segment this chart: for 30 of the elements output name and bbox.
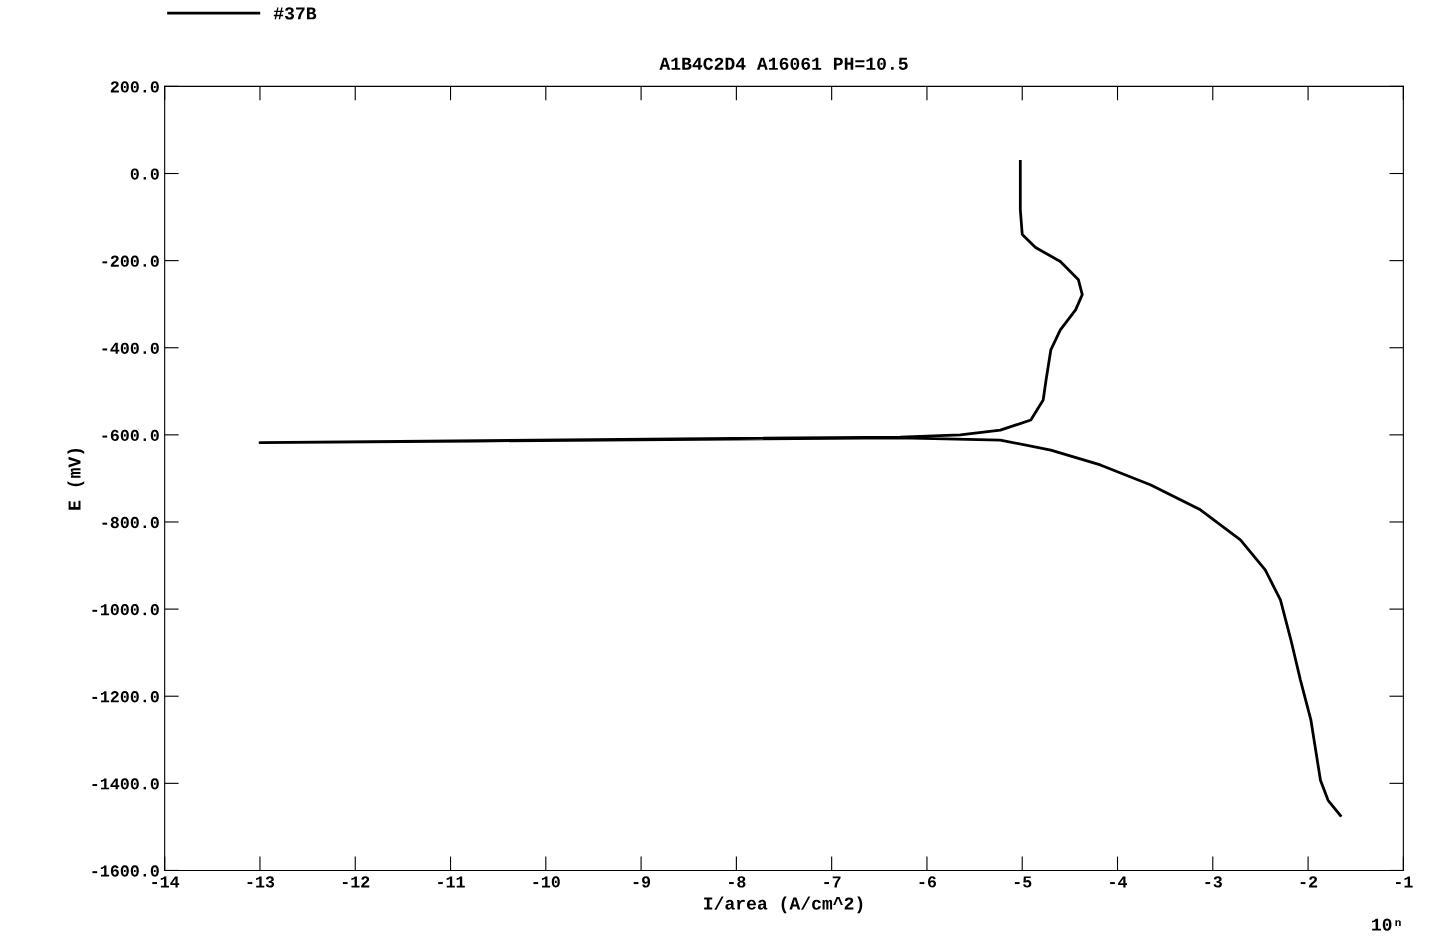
y-tick-label: -1200.0 xyxy=(92,691,159,703)
y-tick-label: -200.0 xyxy=(102,255,159,267)
x-tick-label: -3 xyxy=(1205,876,1222,888)
y-tick-label: -600.0 xyxy=(102,429,159,442)
x-tick-label: -13 xyxy=(247,876,275,888)
x-tick-label: -6 xyxy=(919,876,937,888)
x-tick-label: -10 xyxy=(533,876,560,888)
x-tick-label: -9 xyxy=(633,876,651,888)
y-tick-label: -1400.0 xyxy=(92,778,159,790)
text: 10ⁿ xyxy=(1372,918,1401,931)
x-tick-label: -4 xyxy=(1110,876,1128,888)
x-tick-label: -8 xyxy=(729,876,746,888)
y-tick-label: 0.0 xyxy=(130,168,159,180)
legend-label: #37B xyxy=(273,7,317,20)
y-tick-label: 200.0 xyxy=(110,81,159,93)
x-tick-label: -2 xyxy=(1300,876,1318,888)
x-tick-label: -11 xyxy=(438,876,465,888)
x-tick-label: -1 xyxy=(1396,876,1413,888)
line-series xyxy=(258,159,1342,817)
x-tick-label: -7 xyxy=(824,876,841,888)
y-tick-label: -400.0 xyxy=(102,342,159,354)
y-axis-title: E (mV) xyxy=(67,448,85,510)
x-axis-title: I/area (A/cm^2) xyxy=(704,896,863,914)
y-tick-label: -1000.0 xyxy=(92,603,159,616)
x-tick-label: -14 xyxy=(152,876,180,888)
y-tick-label: -1600.0 xyxy=(92,865,159,877)
x-tick-label: -12 xyxy=(342,876,370,888)
chart-title: A1B4C2D4 A16061 PH=10.5 xyxy=(659,57,908,70)
x-tick-label: -5 xyxy=(1014,876,1032,888)
y-tick-label: -800.0 xyxy=(102,516,159,529)
